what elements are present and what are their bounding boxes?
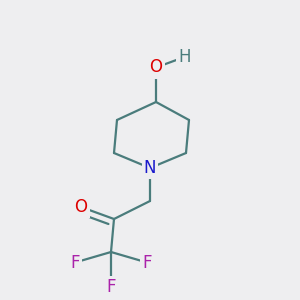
Text: O: O: [74, 198, 88, 216]
Text: H: H: [178, 48, 191, 66]
Text: F: F: [142, 254, 152, 272]
Text: F: F: [70, 254, 80, 272]
Text: F: F: [106, 278, 116, 296]
Text: N: N: [144, 159, 156, 177]
Text: O: O: [149, 58, 163, 76]
